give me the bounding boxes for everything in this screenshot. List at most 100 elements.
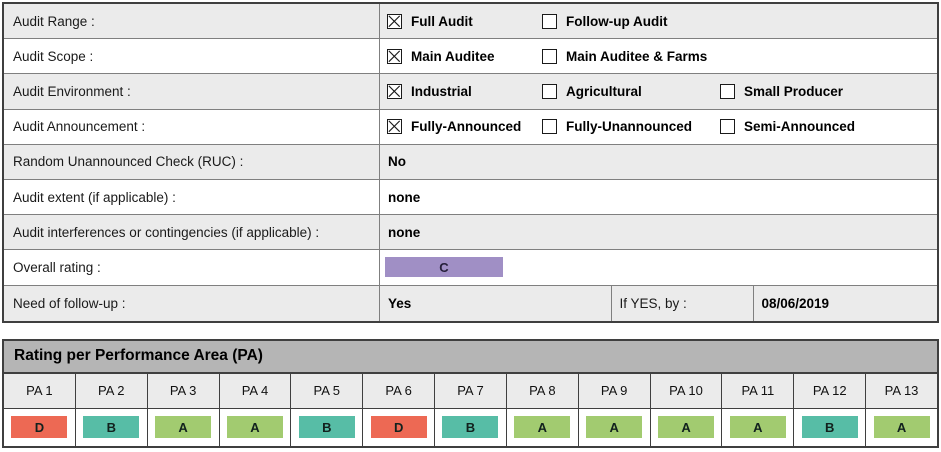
pa-column-header-pa-13: PA 13 — [866, 373, 937, 409]
pa-column-header-pa-4: PA 4 — [219, 373, 292, 409]
form-row-audit-extent-if-applicable: Audit extent (if applicable) : none — [4, 179, 937, 216]
followup-date: 08/06/2019 — [761, 295, 830, 311]
grade-badge-a: A — [873, 416, 930, 439]
pa-column-header-pa-7: PA 7 — [435, 373, 507, 409]
pa-column-header-pa-10: PA 10 — [650, 373, 723, 409]
row-value: Main Auditee Main Auditee & Farms — [380, 39, 937, 73]
row-value-text: No — [388, 154, 406, 170]
grade-badge-b: B — [298, 416, 355, 439]
option-main-auditee: Main Auditee — [387, 48, 542, 64]
pa-column-header-pa-2: PA 2 — [75, 373, 148, 409]
checkbox-small-producer[interactable] — [720, 83, 735, 99]
pa-column-header-pa-11: PA 11 — [722, 373, 795, 409]
checkbox-fully-unannounced[interactable] — [542, 119, 557, 135]
option-small-producer: Small Producer — [720, 83, 937, 99]
row-value: C — [380, 250, 937, 284]
form-row-overall-rating: Overall rating :C — [4, 250, 937, 286]
pa-column-header-pa-5: PA 5 — [291, 373, 364, 409]
pa-rating-cell-pa-2: B — [75, 408, 148, 446]
row-label: Audit Range : — [4, 4, 380, 39]
option-label: Small Producer — [744, 83, 844, 99]
form-row-need-of-follow-up: Need of follow-up : Yes If YES, by : 08/06/… — [4, 285, 938, 321]
pa-rating-cell-pa-13: A — [866, 408, 937, 446]
row-label: Audit Environment : — [4, 74, 380, 109]
pa-column-header-pa-8: PA 8 — [506, 373, 579, 409]
option-main-auditee-farms: Main Auditee & Farms — [542, 48, 720, 64]
checkbox-agricultural[interactable] — [542, 83, 557, 99]
checkbox-main-auditee-farms[interactable] — [542, 48, 557, 64]
pa-rating-cell-pa-4: A — [219, 408, 292, 446]
pa-section-title: Rating per Performance Area (PA) — [4, 340, 937, 374]
grade-badge-b: B — [801, 416, 858, 439]
row-value: Fully-Announced Fully-Unannounced Semi-Ann… — [380, 110, 937, 144]
row-value: No — [380, 145, 937, 179]
checkbox-fully-announced[interactable] — [387, 119, 402, 135]
option-label: Industrial — [411, 83, 472, 99]
row-value-text: none — [388, 224, 421, 240]
option-follow-up-audit: Follow-up Audit — [542, 13, 720, 29]
form-row-audit-announcement: Audit Announcement : Fully-Announced Fully… — [4, 109, 937, 145]
row-value: Full Audit Follow-up Audit — [380, 4, 937, 38]
followup-value-cell: Yes — [380, 296, 611, 311]
grade-badge-a: A — [155, 416, 212, 439]
option-label: Fully-Announced — [411, 119, 522, 135]
grade-badge-b: B — [442, 416, 499, 439]
grade-badge-a: A — [514, 416, 571, 439]
pa-header-row: PA 1 PA 2 PA 3 PA 4 PA 5 PA 6 PA 7 PA 8 PA 9 PA 1… — [4, 373, 937, 409]
checkbox-main-auditee[interactable] — [387, 48, 402, 64]
checkbox-industrial[interactable] — [387, 83, 402, 99]
option-agricultural: Agricultural — [542, 83, 720, 99]
form-row-audit-environment: Audit Environment : Industrial Agricultura… — [4, 74, 937, 110]
row-label: Need of follow-up : — [4, 285, 380, 321]
pa-column-header-pa-6: PA 6 — [363, 373, 436, 409]
option-label: Main Auditee — [411, 48, 495, 64]
followup-value: Yes — [388, 295, 412, 311]
grade-badge-a: A — [586, 416, 643, 439]
pa-column-header-pa-3: PA 3 — [147, 373, 220, 409]
checkbox-follow-up-audit[interactable] — [542, 13, 557, 29]
option-fully-unannounced: Fully-Unannounced — [542, 119, 720, 135]
if-yes-by-cell: If YES, by : — [610, 285, 753, 321]
checkbox-full-audit[interactable] — [387, 13, 402, 29]
form-row-audit-range: Audit Range : Full Audit Follow-up Audit — [4, 4, 937, 40]
option-semi-announced: Semi-Announced — [720, 119, 937, 135]
form-row-audit-scope: Audit Scope : Main Auditee Main Auditee & … — [4, 39, 937, 75]
if-yes-by-label: If YES, by : — [619, 295, 687, 311]
checkbox-semi-announced[interactable] — [720, 119, 735, 135]
row-label: Overall rating : — [4, 250, 380, 285]
pa-rating-cell-pa-6: D — [363, 408, 436, 446]
form-row-audit-interferences-or-contingencies-if-applicable: Audit interferences or contingencies (if… — [4, 215, 937, 251]
pa-rating-table: Rating per Performance Area (PA) PA 1 PA … — [2, 338, 939, 448]
option-industrial: Industrial — [387, 83, 542, 99]
grade-badge-a: A — [729, 416, 786, 439]
option-label: Full Audit — [411, 13, 473, 29]
grade-badge-b: B — [83, 416, 140, 439]
option-label: Follow-up Audit — [566, 13, 668, 29]
pa-column-header-pa-1: PA 1 — [4, 373, 76, 409]
option-label: Fully-Unannounced — [566, 119, 692, 135]
row-label: Random Unannounced Check (RUC) : — [4, 144, 380, 179]
pa-rating-cell-pa-9: A — [578, 408, 651, 446]
followup-date-cell: 08/06/2019 — [752, 285, 938, 321]
option-label: Semi-Announced — [744, 119, 856, 135]
pa-rating-cell-pa-7: B — [435, 408, 507, 446]
row-value: none — [380, 215, 937, 249]
pa-column-header-pa-9: PA 9 — [578, 373, 651, 409]
form-row-random-unannounced-check-ruc: Random Unannounced Check (RUC) : No — [4, 144, 937, 180]
grade-badge-a: A — [658, 416, 715, 439]
audit-summary-table: Audit Range : Full Audit Follow-up Audit Au… — [2, 2, 939, 323]
option-fully-announced: Fully-Announced — [387, 119, 542, 135]
pa-column-header-pa-12: PA 12 — [794, 373, 867, 409]
row-value: Industrial Agricultural Small Producer — [380, 74, 937, 108]
pa-rating-cell-pa-5: B — [291, 408, 364, 446]
row-label: Audit interferences or contingencies (if… — [4, 215, 380, 250]
overall-rating-badge: C — [385, 257, 503, 278]
option-full-audit: Full Audit — [387, 13, 542, 29]
row-label: Audit Scope : — [4, 39, 380, 74]
row-value: none — [380, 180, 937, 214]
grade-badge-d: D — [370, 416, 427, 439]
row-value: Yes If YES, by : 08/06/2019 — [380, 285, 938, 321]
grade-badge-a: A — [226, 416, 283, 439]
